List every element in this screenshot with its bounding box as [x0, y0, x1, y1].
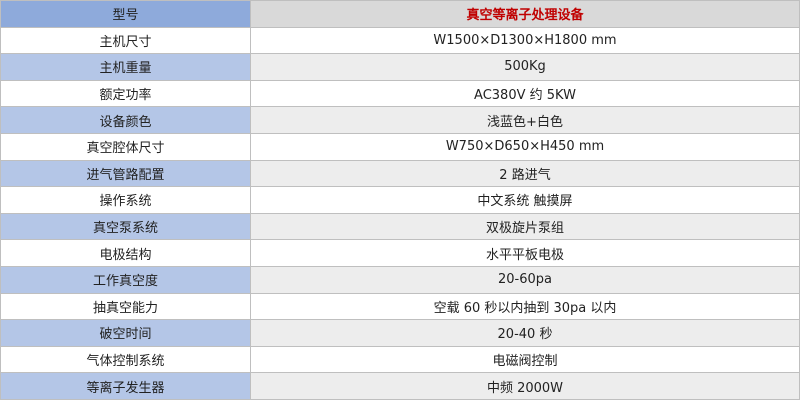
spec-label: 气体控制系统: [0, 345, 251, 374]
spec-value: 500Kg: [250, 53, 800, 81]
spec-value: 空载 60 秒以内抽到 30pa 以内: [250, 292, 800, 321]
spec-label: 等离子发生器: [0, 372, 251, 400]
spec-value: 电磁阀控制: [250, 345, 800, 374]
spec-value: 中文系统 触摸屏: [250, 186, 800, 214]
spec-label: 额定功率: [0, 79, 251, 108]
spec-label: 抽真空能力: [0, 292, 251, 321]
spec-value: 中频 2000W: [250, 372, 800, 400]
table-row: 设备颜色 浅蓝色+白色: [0, 106, 800, 134]
table-row: 真空泵系统 双极旋片泵组: [0, 212, 800, 241]
spec-value: 2 路进气: [250, 159, 800, 188]
spec-value: 双极旋片泵组: [250, 212, 800, 241]
table-row: 破空时间 20-40 秒: [0, 319, 800, 347]
table-row: 气体控制系统 电磁阀控制: [0, 345, 800, 374]
table-row: 电极结构 水平平板电极: [0, 239, 800, 267]
spec-label: 真空泵系统: [0, 212, 251, 241]
spec-label: 电极结构: [0, 239, 251, 267]
spec-label: 破空时间: [0, 319, 251, 347]
spec-label: 工作真空度: [0, 265, 251, 294]
spec-value: W750×D650×H450 mm: [250, 132, 800, 161]
header-label: 型号: [0, 0, 251, 28]
spec-label: 设备颜色: [0, 106, 251, 134]
spec-label: 真空腔体尺寸: [0, 132, 251, 161]
table-row: 额定功率 AC380V 约 5KW: [0, 79, 800, 108]
spec-label: 主机尺寸: [0, 26, 251, 55]
table-row: 等离子发生器 中频 2000W: [0, 372, 800, 400]
table-row: 操作系统 中文系统 触摸屏: [0, 186, 800, 214]
header-value: 真空等离子处理设备: [250, 0, 800, 28]
table-header-row: 型号 真空等离子处理设备: [0, 0, 800, 28]
table-row: 抽真空能力 空载 60 秒以内抽到 30pa 以内: [0, 292, 800, 321]
table-row: 真空腔体尺寸 W750×D650×H450 mm: [0, 132, 800, 161]
spec-value: 20-40 秒: [250, 319, 800, 347]
spec-label: 操作系统: [0, 186, 251, 214]
spec-value: W1500×D1300×H1800 mm: [250, 26, 800, 55]
spec-value: 浅蓝色+白色: [250, 106, 800, 134]
spec-value: 20-60pa: [250, 265, 800, 294]
spec-label: 主机重量: [0, 53, 251, 81]
table-row: 主机重量 500Kg: [0, 53, 800, 81]
table-row: 工作真空度 20-60pa: [0, 265, 800, 294]
spec-value: AC380V 约 5KW: [250, 79, 800, 108]
spec-label: 进气管路配置: [0, 159, 251, 188]
table-row: 主机尺寸 W1500×D1300×H1800 mm: [0, 26, 800, 55]
table-row: 进气管路配置 2 路进气: [0, 159, 800, 188]
spec-value: 水平平板电极: [250, 239, 800, 267]
